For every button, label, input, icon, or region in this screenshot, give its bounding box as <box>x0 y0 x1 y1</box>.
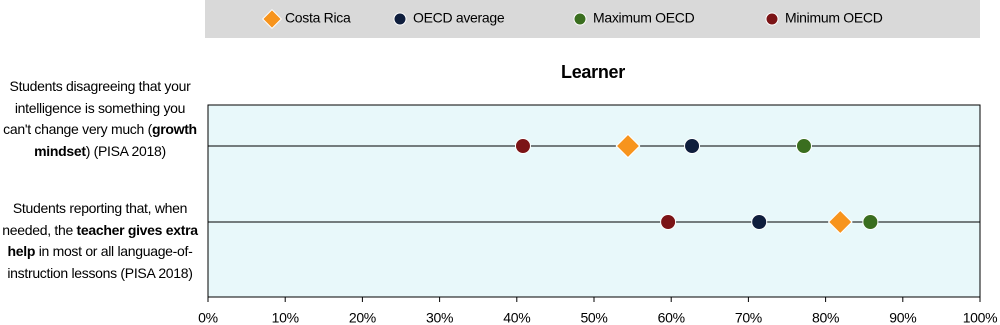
category-text: teacher gives extra help <box>7 221 198 260</box>
data-point <box>514 138 531 154</box>
x-tick-label: 10% <box>272 310 299 325</box>
category-text: ) (PISA 2018) <box>85 142 166 159</box>
legend-label: Costa Rica <box>285 10 351 26</box>
category-text: Students disagreeing that your intellige… <box>3 78 191 137</box>
legend-label: Minimum OECD <box>785 10 883 26</box>
x-tick-label: 40% <box>503 310 530 325</box>
x-tick-label: 70% <box>735 310 762 325</box>
legend-marker <box>261 8 283 30</box>
category-label: Students reporting that, when needed, th… <box>0 198 200 284</box>
data-point <box>684 138 701 154</box>
x-tick-label: 50% <box>580 310 607 325</box>
category-text: in most or all language-of-instruction l… <box>7 243 193 281</box>
x-tick-label: 0% <box>198 310 218 325</box>
data-point <box>660 214 677 230</box>
x-tick-label: 90% <box>889 310 916 325</box>
legend-label: Maximum OECD <box>593 10 695 26</box>
x-tick-label: 100% <box>963 310 998 325</box>
x-tick-label: 20% <box>349 310 376 325</box>
legend-box <box>205 0 980 38</box>
data-point <box>751 214 768 230</box>
legend-label: OECD average <box>413 10 505 26</box>
chart-title: Learner <box>561 62 625 82</box>
x-tick-label: 80% <box>812 310 839 325</box>
data-point <box>827 209 853 235</box>
legend-marker <box>393 12 407 26</box>
legend-marker <box>765 12 779 26</box>
x-tick-label: 30% <box>426 310 453 325</box>
legend-marker <box>573 12 587 26</box>
plot-area <box>207 104 981 298</box>
data-point <box>615 133 641 159</box>
data-point <box>795 138 812 154</box>
category-text: Students reporting that, when needed, th… <box>2 200 188 238</box>
category-label: Students disagreeing that your intellige… <box>0 76 200 162</box>
data-point <box>862 214 879 230</box>
category-text: growth mindset <box>34 121 197 159</box>
x-tick-label: 60% <box>658 310 685 325</box>
